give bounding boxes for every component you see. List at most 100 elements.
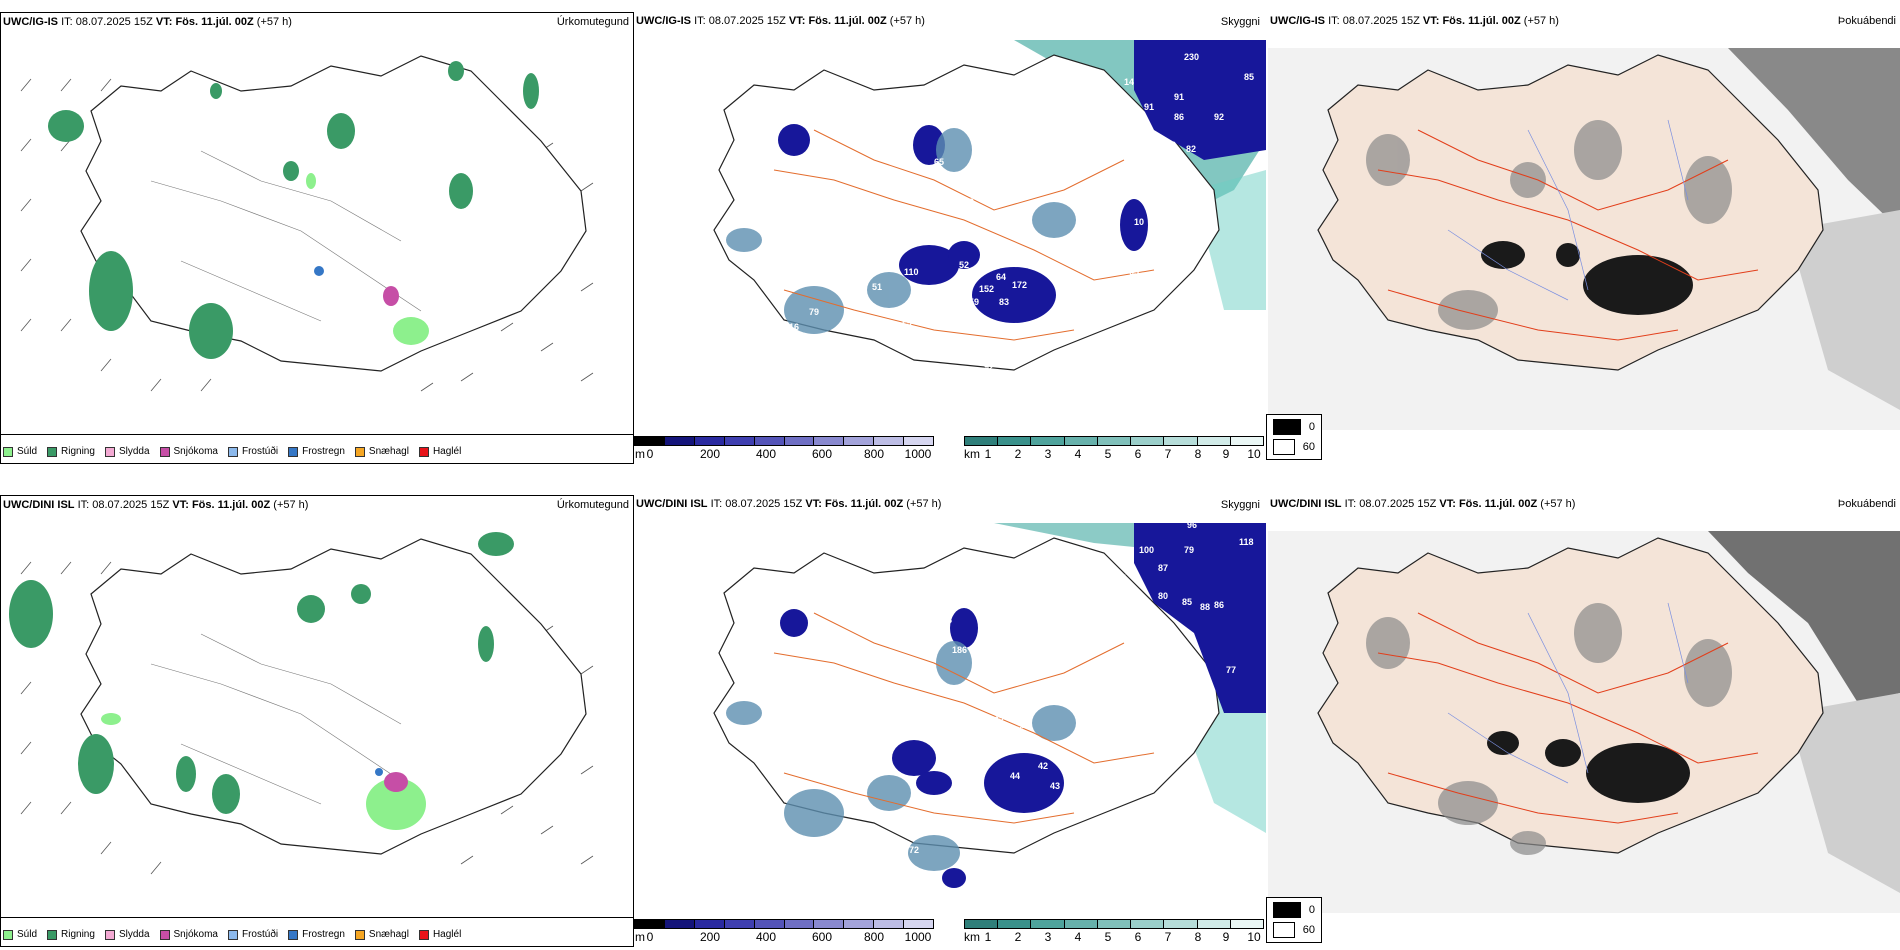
legend-item-haglel: Haglél: [418, 446, 461, 457]
vis-label: 52: [902, 320, 912, 330]
iceland-outline: [713, 54, 1220, 371]
vis-label: 69: [939, 705, 949, 715]
vis-label: 165: [1111, 573, 1126, 583]
legend-frame: [1, 917, 633, 946]
legend-item-frostregn: Frostregn: [288, 446, 345, 457]
visibility-map: 230 85 91 91 86 92 242 104 14 80 82 13 2…: [713, 40, 1266, 374]
rain-areas: [48, 61, 539, 359]
legend-item-haglel: Haglél: [418, 929, 461, 940]
vis-label: 72: [909, 845, 919, 855]
vis-label: 82: [1186, 144, 1196, 154]
panel-title: Þokuábendi: [1837, 15, 1896, 27]
vis-label: 110: [904, 267, 919, 277]
vis-label: 230: [1184, 52, 1199, 62]
iceland-outline: [1317, 537, 1824, 854]
vis-label: 100: [1139, 545, 1154, 555]
vis-label: 79: [809, 307, 819, 317]
drizzle-areas: [306, 173, 429, 345]
fog-map: [1268, 531, 1900, 913]
vis-label: 85: [1244, 72, 1254, 82]
vis-label: 152: [979, 284, 994, 294]
vis-label: 91: [1174, 92, 1184, 102]
legend-item-slydda: Slydda: [104, 929, 150, 940]
visibility-labels: 96 79 118 100 87 137 94 165 80 85 88 86 …: [852, 520, 1254, 883]
vis-label: 86: [1214, 600, 1224, 610]
vis-label: 87: [1158, 563, 1168, 573]
visibility-panel-row1: UWC/IG-IS IT: 08.07.2025 15Z VT: Fös. 11…: [634, 12, 1268, 464]
legend-item-suld: Súld: [3, 446, 37, 457]
vis-label: 10: [1134, 217, 1144, 227]
vis-label: 216: [814, 344, 829, 354]
legend-item-snjokoma: Snjókoma: [159, 446, 218, 457]
vis-label: 109: [959, 197, 974, 207]
vis-label: 75: [912, 873, 922, 883]
legend-item-rigning: Rigning: [47, 929, 95, 940]
vis-label: 104: [1079, 97, 1094, 107]
panel-title: Þokuábendi: [1837, 498, 1896, 510]
vis-label: 92: [984, 362, 994, 372]
fog-map: [1268, 48, 1900, 430]
vis-label: 14: [1124, 77, 1134, 87]
vis-label: 28: [1062, 347, 1072, 357]
vis-label: 88: [1200, 602, 1210, 612]
fog-indicator-panel-row1: UWC/IG-IS IT: 08.07.2025 15Z VT: Fös. 11…: [1268, 12, 1900, 464]
vis-label: 47: [1007, 327, 1017, 337]
vis-label: 96: [1187, 520, 1197, 530]
precip-legend: Súld Rigning Slydda Snjókoma Frostúði Fr…: [3, 446, 461, 457]
visibility-panel-row2: UWC/DINI ISL IT: 08.07.2025 15Z VT: Fös.…: [634, 495, 1268, 947]
vis-label: 30: [977, 347, 987, 357]
vis-label: 120: [974, 747, 989, 757]
panel-header: UWC/IG-IS IT: 08.07.2025 15Z VT: Fös. 11…: [636, 15, 925, 27]
legend-item-frostudi: Frostúði: [227, 446, 278, 457]
iceland-outline: [1317, 54, 1824, 371]
visibility-map: 96 79 118 100 87 137 94 165 80 85 88 86 …: [713, 520, 1266, 888]
vis-label: 44: [1010, 771, 1020, 781]
snow-areas: [383, 286, 399, 306]
vis-label: 94: [1095, 575, 1105, 585]
freezing-rain-areas: [314, 266, 324, 276]
panel-header: UWC/DINI ISL IT: 08.07.2025 15Z VT: Fös.…: [3, 499, 309, 511]
vis-label: 51: [930, 873, 940, 883]
vis-label: 259: [964, 297, 979, 307]
legend-item-suld: Súld: [3, 929, 37, 940]
vis-label: 186: [952, 645, 967, 655]
panel-header: UWC/IG-IS IT: 08.07.2025 15Z VT: Fös. 11…: [1270, 15, 1559, 27]
panel-header: UWC/IG-IS IT: 08.07.2025 15Z VT: Fös. 11…: [3, 16, 292, 28]
precip-legend: Súld Rigning Slydda Snjókoma Frostúði Fr…: [3, 929, 461, 940]
panel-header: UWC/DINI ISL IT: 08.07.2025 15Z VT: Fös.…: [1270, 498, 1576, 510]
vis-label: 79: [1184, 545, 1194, 555]
panel-title: Skyggni: [1220, 16, 1260, 28]
legend-item-slydda: Slydda: [104, 446, 150, 457]
vis-label: 52: [1139, 735, 1149, 745]
vis-label: 64: [864, 735, 874, 745]
vis-label: 64: [996, 272, 1006, 282]
fog-indicator-panel-row2: UWC/DINI ISL IT: 08.07.2025 15Z VT: Fös.…: [1268, 495, 1900, 947]
legend-item-rigning: Rigning: [47, 446, 95, 457]
vis-label: 80: [1166, 140, 1176, 150]
visibility-colorbar: km 1 2 3 4 5 6 7 8 9 10: [964, 436, 1264, 461]
legend-item-snaehagl: Snæhagl: [354, 446, 409, 457]
vis-label: 64: [1002, 740, 1012, 750]
legend-frame: [1, 434, 633, 463]
precip-type-panel-row2: UWC/DINI ISL IT: 08.07.2025 15Z VT: Fös.…: [0, 495, 634, 947]
legend-item-snjokoma: Snjókoma: [159, 929, 218, 940]
cloud-base-colorbar: m 0 200 400 600 800 1000: [634, 436, 934, 461]
vis-label: 137: [1072, 573, 1087, 583]
vis-label: 29: [1179, 182, 1189, 192]
vis-label: 172: [1012, 280, 1027, 290]
panel-header: UWC/DINI ISL IT: 08.07.2025 15Z VT: Fös.…: [636, 498, 942, 510]
legend-item-frostudi: Frostúði: [227, 929, 278, 940]
legend-item-snaehagl: Snæhagl: [354, 929, 409, 940]
vis-label: 51: [872, 282, 882, 292]
precip-type-panel-row1: UWC/IG-IS IT: 08.07.2025 15Z VT: Fös. 11…: [0, 12, 634, 464]
vis-label: 21: [789, 232, 799, 242]
precip-map: [20, 55, 594, 392]
panel-title: Úrkomutegund: [556, 16, 629, 28]
vis-label: 17: [1084, 731, 1094, 741]
vis-label: 77: [1226, 665, 1236, 675]
precip-map: [9, 532, 594, 875]
vis-label: 42: [1038, 761, 1048, 771]
vis-label: 78: [942, 615, 952, 625]
vis-label: 92: [1214, 112, 1224, 122]
legend-item-frostregn: Frostregn: [288, 929, 345, 940]
